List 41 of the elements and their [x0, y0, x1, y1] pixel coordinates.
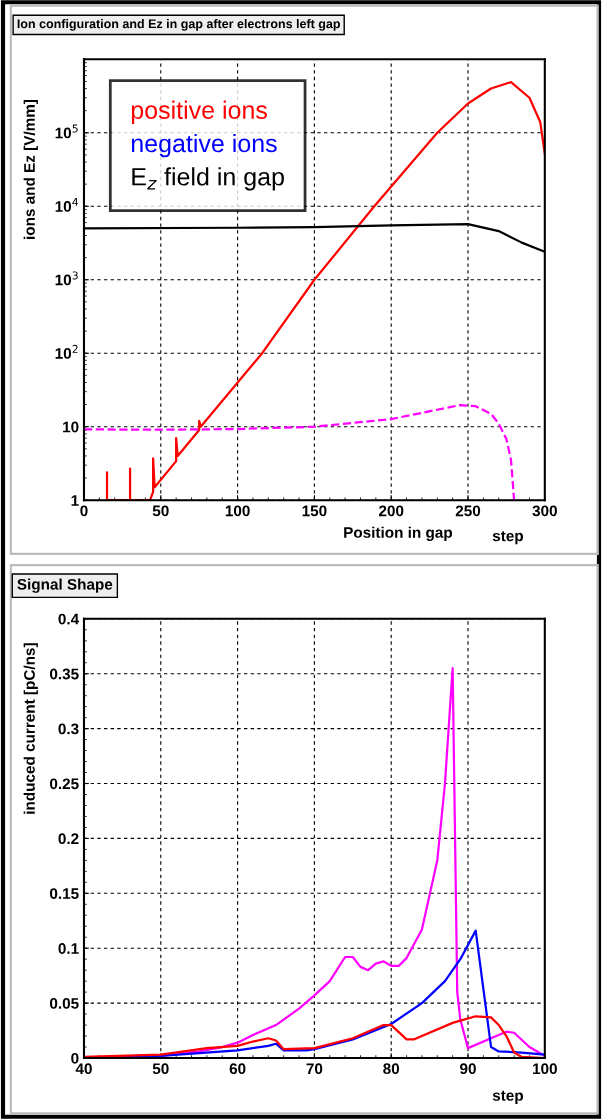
y-tick-label: 10$^{4}$ — [55, 198, 79, 212]
y-tick-label: 0.2 — [58, 833, 79, 845]
y-tick-label: 10$^{3}$ — [55, 271, 78, 286]
x-tick-label: 250 — [455, 505, 481, 517]
x-tick-label: 300 — [532, 505, 557, 517]
x-tick-label: 70 — [306, 1063, 323, 1075]
y-tick-label: 10$^{5}$ — [55, 124, 78, 139]
chart-title: Ion configuration and Ez in gap after electrons left gap — [17, 19, 340, 31]
x-tick-label: 80 — [383, 1063, 400, 1075]
y-axis-title: induced current [pC/ns] — [23, 643, 38, 814]
chart-title: Signal Shape — [17, 578, 113, 593]
y-tick-label: 10$^{2}$ — [55, 344, 78, 359]
x-tick-label: 200 — [378, 505, 404, 517]
x-tick-label: 90 — [460, 1063, 476, 1075]
y-tick-label: 0.25 — [49, 778, 79, 790]
x-tick-label: 60 — [229, 1063, 246, 1075]
y-tick-label: 0.35 — [49, 668, 79, 680]
y-tick-label: 0.15 — [49, 888, 79, 899]
legend-label: negative ions — [131, 133, 277, 158]
text: positive ions — [131, 100, 267, 124]
x-tick-label: 100 — [225, 505, 250, 517]
x-axis-title: Position in gap — [344, 526, 453, 541]
x-tick-label: 0 — [80, 505, 88, 517]
x-tick-label: 100 — [533, 1063, 557, 1075]
y-tick-label: 10 — [63, 421, 79, 433]
x-tick-label: 50 — [152, 505, 169, 517]
y-tick-label: 0.05 — [49, 997, 79, 1009]
line-series — [83, 403, 516, 501]
x-tick-label: 50 — [152, 1063, 169, 1075]
y-tick-label: 0.1 — [58, 943, 79, 954]
x-tick-label: 40 — [75, 1063, 92, 1075]
y-tick-label: 0.4 — [58, 613, 80, 625]
y-tick-label: 0 — [71, 1052, 79, 1064]
y-tick-label: 0.3 — [58, 723, 79, 735]
x-tick-label: 150 — [302, 505, 327, 517]
text: step — [492, 531, 524, 545]
x-axis-title: step — [492, 1090, 524, 1104]
series-label: E$_{z}$ field in gap — [132, 167, 284, 191]
y-axis-title: ions and Ez [V/mm] — [23, 99, 38, 239]
y-tick-label: 1 — [71, 495, 79, 506]
line-series — [105, 80, 545, 501]
